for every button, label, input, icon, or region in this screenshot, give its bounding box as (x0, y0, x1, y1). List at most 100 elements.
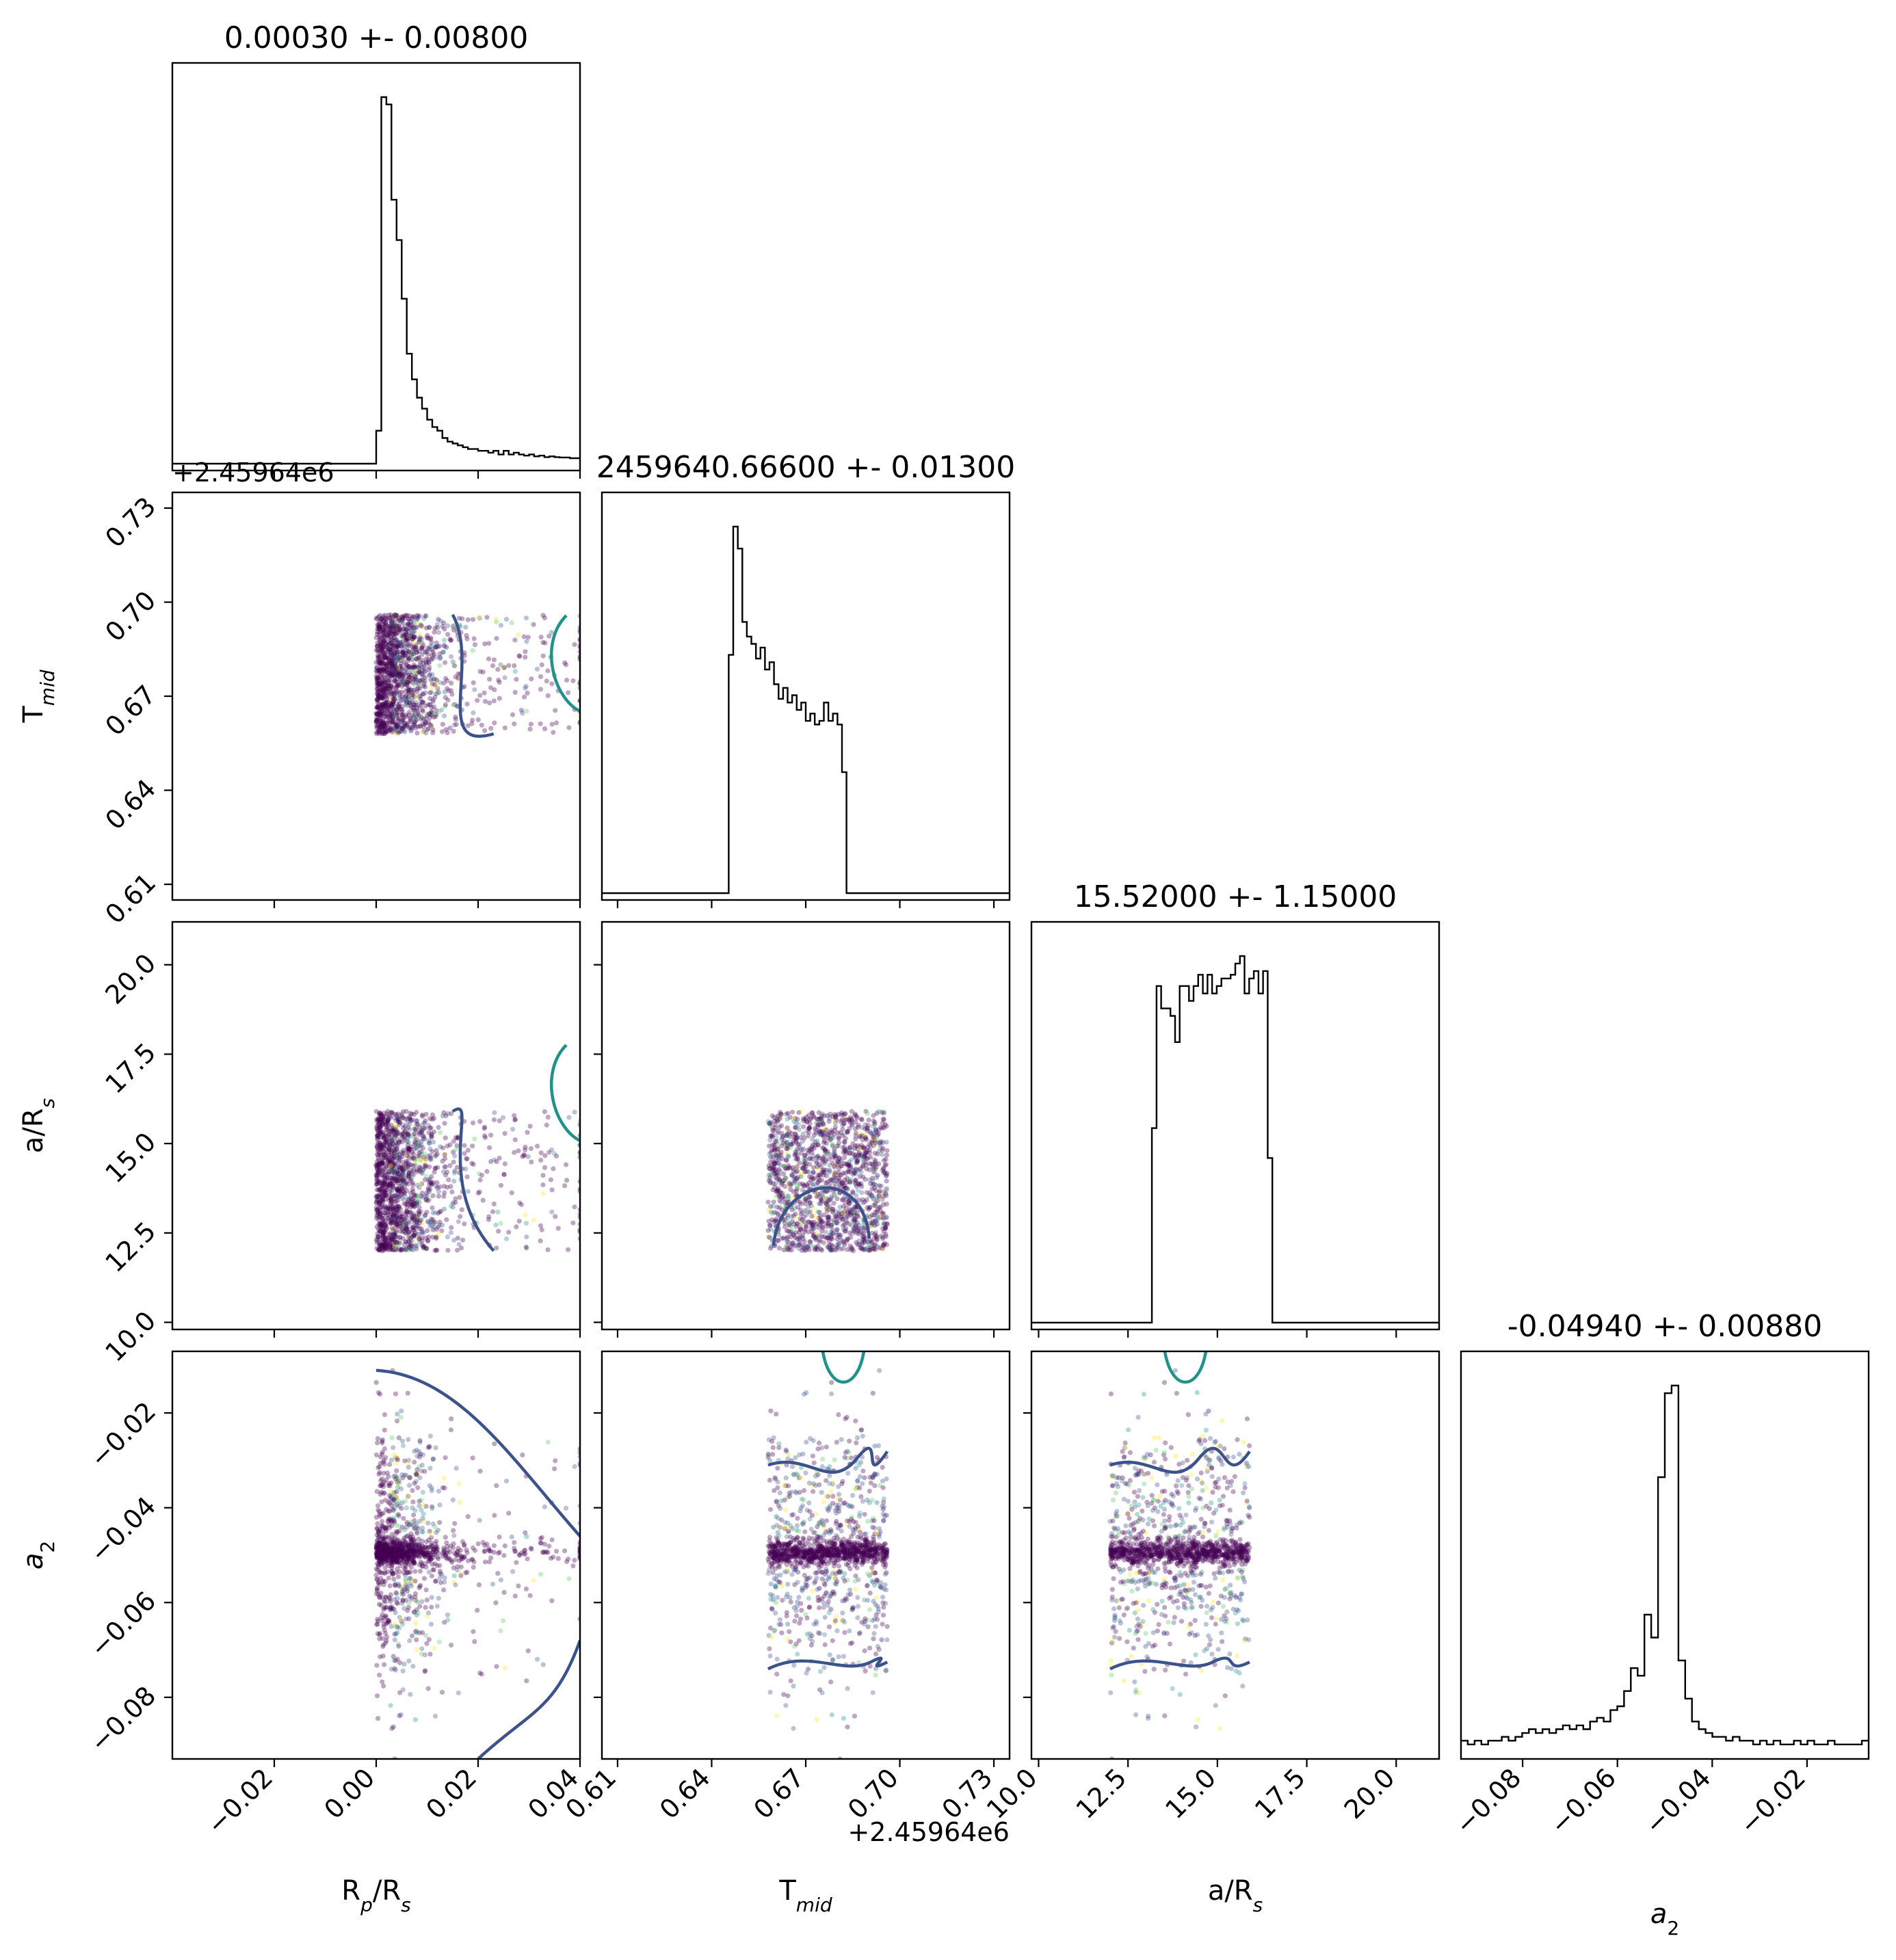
scatter-point (810, 1223, 815, 1228)
scatter-point (381, 674, 386, 680)
scatter-point (420, 708, 426, 714)
scatter-point (406, 1139, 412, 1145)
scatter-point (783, 1133, 789, 1138)
scatter-point (380, 1578, 386, 1584)
scatter-point (414, 1637, 419, 1643)
scatter-point (839, 1117, 845, 1122)
scatter-point (386, 1204, 391, 1210)
scatter-point (411, 1550, 417, 1556)
scatter-point (448, 1230, 454, 1235)
scatter-point (769, 1172, 774, 1178)
scatter-point (376, 623, 382, 628)
scatter-point (393, 673, 399, 678)
scatter-point (883, 1234, 888, 1239)
scatter-point (382, 1552, 389, 1558)
scatter-point (383, 647, 389, 652)
scatter-point (454, 1143, 460, 1148)
scatter-point (385, 683, 391, 689)
scatter-point (427, 1443, 432, 1449)
scatter-point (373, 1237, 379, 1243)
scatter-point (825, 1217, 830, 1222)
scatter-point (400, 1181, 406, 1187)
scatter-point (453, 1135, 458, 1141)
scatter-point (383, 1172, 389, 1178)
scatter-point (810, 1182, 815, 1188)
scatter-point (409, 1595, 414, 1600)
scatter-point (375, 1551, 380, 1557)
scatter-point (406, 1114, 412, 1120)
scatter-point (390, 642, 395, 648)
scatter-point (375, 1617, 380, 1622)
scatter-point (408, 696, 414, 701)
scatter-point (452, 702, 458, 707)
scatter-point (798, 1171, 804, 1177)
scatter-point (395, 1566, 400, 1572)
scatter-point (378, 629, 384, 635)
scatter-point (427, 1153, 433, 1158)
scatter-point (523, 1244, 529, 1250)
scatter-point (434, 684, 439, 689)
scatter-point (373, 1546, 379, 1551)
scatter-point (767, 1166, 772, 1171)
scatter-point (375, 1435, 381, 1442)
scatter-point (380, 720, 385, 726)
scatter-point (785, 1153, 791, 1159)
scatter-point (377, 639, 383, 646)
scatter-point (384, 708, 390, 713)
scatter-point (445, 1111, 451, 1116)
scatter-point (376, 710, 382, 715)
scatter-point (833, 1214, 839, 1219)
scatter-point (382, 1184, 388, 1190)
scatter-point (383, 1547, 389, 1552)
scatter-point (841, 1227, 846, 1232)
scatter-point (787, 1165, 792, 1170)
scatter-point (771, 1167, 776, 1173)
scatter-point (395, 1119, 401, 1124)
scatter-point (842, 1194, 847, 1200)
scatter-point (853, 1223, 858, 1228)
scatter-point (421, 681, 427, 687)
scatter-point (844, 1239, 850, 1244)
scatter-point (421, 1552, 427, 1558)
scatter-point (382, 724, 387, 730)
scatter-point (411, 621, 417, 626)
scatter-point (401, 648, 406, 654)
scatter-point (374, 631, 380, 637)
scatter-point (545, 693, 551, 698)
scatter-point (829, 1130, 834, 1135)
scatter-point (397, 676, 403, 682)
scatter-point (787, 1134, 793, 1139)
scatter-point (391, 1169, 397, 1175)
scatter-point (517, 654, 523, 659)
scatter-point (853, 1166, 858, 1171)
scatter-point (380, 724, 385, 730)
scatter-point (386, 1169, 392, 1175)
scatter-point (427, 1552, 433, 1558)
scatter-point (873, 1140, 878, 1145)
scatter-point (791, 1213, 797, 1219)
scatter-point (414, 1549, 420, 1555)
scatter-point (443, 1156, 448, 1161)
scatter-point (380, 1232, 386, 1237)
scatter-point (872, 1138, 878, 1143)
scatter-point (453, 1196, 458, 1202)
scatter-point (817, 1116, 822, 1122)
scatter-point (395, 1169, 400, 1175)
scatter-point (873, 1127, 878, 1133)
scatter-point (377, 1513, 383, 1519)
scatter-point (872, 1169, 878, 1175)
scatter-point (399, 1619, 404, 1624)
scatter-point (375, 644, 380, 650)
scatter-point (512, 721, 517, 727)
scatter-point (386, 1158, 392, 1164)
scatter-point (776, 1128, 781, 1134)
scatter-point (399, 1179, 404, 1184)
scatter-point (403, 1128, 408, 1134)
scatter-point (417, 693, 422, 699)
scatter-point (379, 1553, 384, 1559)
scatter-point (376, 704, 381, 710)
scatter-point (406, 709, 412, 715)
scatter-point (373, 1205, 379, 1210)
scatter-point (538, 1150, 544, 1156)
scatter-point (391, 1175, 397, 1181)
